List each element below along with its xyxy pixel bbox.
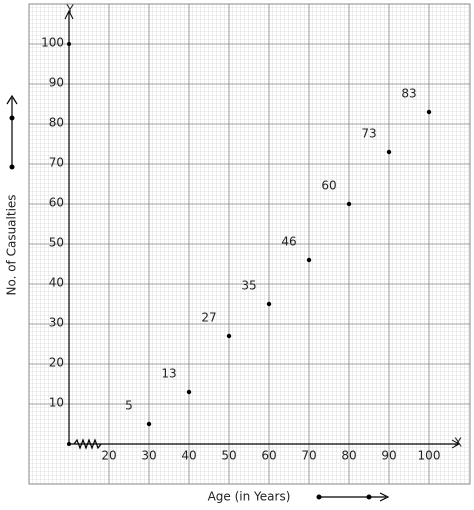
data-label: 83 (401, 87, 416, 101)
x-tick-label: 60 (261, 449, 276, 463)
y-axis-letter: Y (65, 3, 74, 17)
x-tick-label: 30 (141, 449, 156, 463)
axis-dot (67, 42, 71, 46)
data-point (146, 421, 152, 427)
data-point (426, 109, 432, 115)
data-label: 60 (321, 179, 336, 193)
x-tick-label: 50 (221, 449, 236, 463)
x-tick-label: 80 (341, 449, 356, 463)
x-tick-label: 20 (101, 449, 116, 463)
x-axis-label: Age (in Years) (208, 490, 291, 504)
data-point (186, 389, 192, 395)
data-label: 27 (201, 311, 216, 325)
y-tick-label: 20 (49, 356, 64, 370)
data-point (346, 201, 352, 207)
x-axis-arrow (451, 439, 461, 449)
data-point (266, 301, 272, 307)
y-axis-arrow (64, 9, 74, 20)
data-label: 13 (161, 367, 176, 381)
x-tick-label: 70 (301, 449, 316, 463)
data-label: 73 (361, 127, 376, 141)
y-tick-label: 10 (49, 396, 64, 410)
x-tick-label: 100 (418, 449, 441, 463)
y-tick-label: 30 (49, 316, 64, 330)
y-tick-label: 60 (49, 196, 64, 210)
x-axis-letter: X (454, 436, 462, 450)
y-tick-label: 70 (49, 156, 64, 170)
data-point (386, 149, 392, 155)
y-axis-label: No. of Casualties (5, 194, 19, 295)
decor-arrows (6, 94, 390, 502)
y-tick-label: 50 (49, 236, 64, 250)
y-tick-label: 100 (41, 36, 64, 50)
x-tick-label: 40 (181, 449, 196, 463)
data-label: 5 (125, 399, 133, 413)
x-tick-label: 90 (381, 449, 396, 463)
y-tick-label: 90 (49, 76, 64, 90)
axis-break (73, 438, 102, 450)
data-point (226, 333, 232, 339)
data-point (306, 257, 312, 263)
data-label: 46 (281, 235, 296, 249)
origin-dot (67, 442, 71, 446)
data-label: 35 (241, 279, 256, 293)
y-tick-label: 40 (49, 276, 64, 290)
y-tick-label: 80 (49, 116, 64, 130)
